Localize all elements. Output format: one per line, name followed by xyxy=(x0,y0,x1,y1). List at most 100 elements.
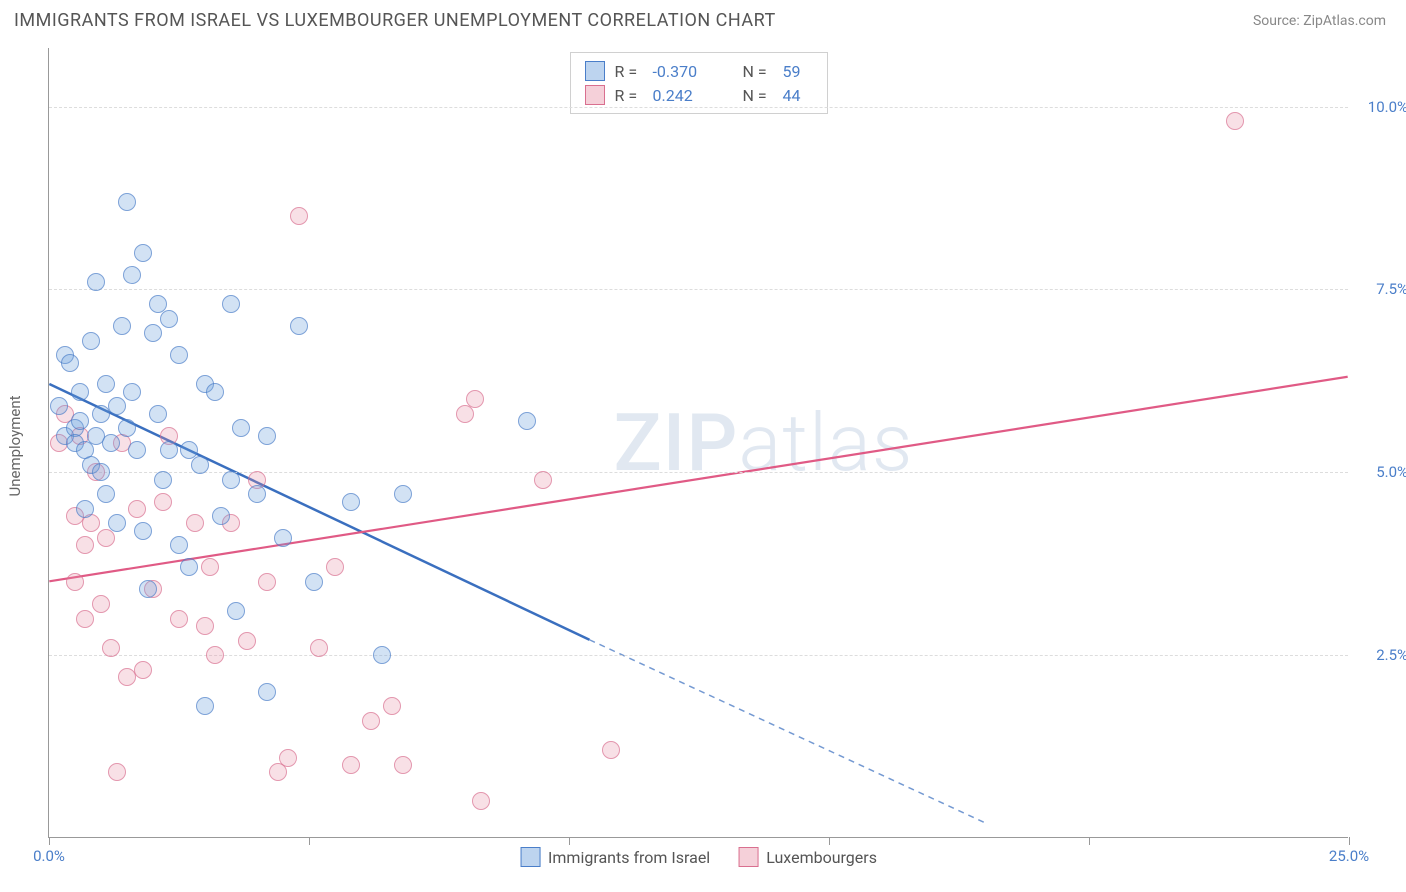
data-point xyxy=(134,522,152,540)
trend-lines-layer xyxy=(49,48,1348,837)
data-point xyxy=(97,485,115,503)
data-point xyxy=(76,536,94,554)
data-point xyxy=(180,558,198,576)
y-tick-label: 2.5% xyxy=(1376,646,1406,664)
legend-n-value: 44 xyxy=(783,86,813,105)
data-point xyxy=(466,390,484,408)
data-point xyxy=(248,485,266,503)
data-point xyxy=(92,463,110,481)
legend-n-label: N = xyxy=(743,86,773,105)
data-point xyxy=(128,500,146,518)
data-point xyxy=(123,266,141,284)
data-point xyxy=(102,639,120,657)
data-point xyxy=(134,661,152,679)
x-tick-label: 25.0% xyxy=(1329,847,1369,865)
legend-r-value: 0.242 xyxy=(653,86,733,105)
gridline xyxy=(49,472,1348,473)
data-point xyxy=(118,419,136,437)
data-point xyxy=(128,441,146,459)
data-point xyxy=(66,573,84,591)
data-point xyxy=(258,427,276,445)
data-point xyxy=(191,456,209,474)
data-point xyxy=(71,412,89,430)
data-point xyxy=(279,749,297,767)
data-point xyxy=(108,514,126,532)
data-point xyxy=(154,493,172,511)
data-point xyxy=(144,324,162,342)
data-point xyxy=(290,207,308,225)
x-tick xyxy=(569,837,570,845)
data-point xyxy=(326,558,344,576)
data-point xyxy=(97,375,115,393)
x-tick xyxy=(829,837,830,845)
y-tick-label: 7.5% xyxy=(1376,280,1406,298)
legend-series-label: Luxembourgers xyxy=(766,848,877,867)
legend-swatch xyxy=(585,85,605,105)
data-point xyxy=(232,419,250,437)
data-point xyxy=(383,697,401,715)
legend-r-label: R = xyxy=(615,62,643,81)
x-tick xyxy=(1089,837,1090,845)
data-point xyxy=(258,683,276,701)
data-point xyxy=(92,595,110,613)
data-point xyxy=(139,580,157,598)
legend-r-label: R = xyxy=(615,86,643,105)
x-tick-label: 0.0% xyxy=(33,847,65,865)
data-point xyxy=(206,646,224,664)
gridline xyxy=(49,107,1348,108)
legend-r-value: -0.370 xyxy=(653,62,733,81)
legend-correlation-box: R =-0.370N =59R =0.242N =44 xyxy=(570,52,828,114)
data-point xyxy=(108,763,126,781)
data-point xyxy=(196,617,214,635)
data-point xyxy=(170,346,188,364)
data-point xyxy=(87,273,105,291)
data-point xyxy=(61,354,79,372)
legend-swatch xyxy=(585,61,605,81)
legend-series-item: Luxembourgers xyxy=(738,847,877,867)
data-point xyxy=(102,434,120,452)
data-point xyxy=(310,639,328,657)
data-point xyxy=(305,573,323,591)
data-point xyxy=(227,602,245,620)
data-point xyxy=(602,741,620,759)
data-point xyxy=(290,317,308,335)
data-point xyxy=(222,471,240,489)
x-tick xyxy=(1349,837,1350,845)
data-point xyxy=(50,397,68,415)
legend-series-item: Immigrants from Israel xyxy=(520,847,710,867)
data-point xyxy=(71,383,89,401)
data-point xyxy=(238,632,256,650)
data-point xyxy=(472,792,490,810)
data-point xyxy=(76,610,94,628)
data-point xyxy=(149,405,167,423)
data-point xyxy=(274,529,292,547)
data-point xyxy=(373,646,391,664)
data-point xyxy=(123,383,141,401)
data-point xyxy=(258,573,276,591)
data-point xyxy=(201,558,219,576)
data-point xyxy=(534,471,552,489)
y-tick-label: 10.0% xyxy=(1368,98,1406,116)
y-tick-label: 5.0% xyxy=(1376,463,1406,481)
legend-series: Immigrants from Israel Luxembourgers xyxy=(520,847,877,867)
data-point xyxy=(186,514,204,532)
data-point xyxy=(394,756,412,774)
data-point xyxy=(362,712,380,730)
data-point xyxy=(394,485,412,503)
data-point xyxy=(342,756,360,774)
data-point xyxy=(170,610,188,628)
x-tick xyxy=(49,837,50,845)
gridline xyxy=(49,655,1348,656)
data-point xyxy=(82,332,100,350)
data-point xyxy=(206,383,224,401)
data-point xyxy=(160,441,178,459)
data-point xyxy=(118,193,136,211)
legend-swatch xyxy=(738,847,758,867)
chart-title: IMMIGRANTS FROM ISRAEL VS LUXEMBOURGER U… xyxy=(14,10,776,31)
legend-correlation-row: R =-0.370N =59 xyxy=(585,59,813,83)
data-point xyxy=(154,471,172,489)
legend-n-label: N = xyxy=(743,62,773,81)
data-point xyxy=(212,507,230,525)
source-label: Source: ZipAtlas.com xyxy=(1253,13,1386,29)
data-point xyxy=(222,295,240,313)
